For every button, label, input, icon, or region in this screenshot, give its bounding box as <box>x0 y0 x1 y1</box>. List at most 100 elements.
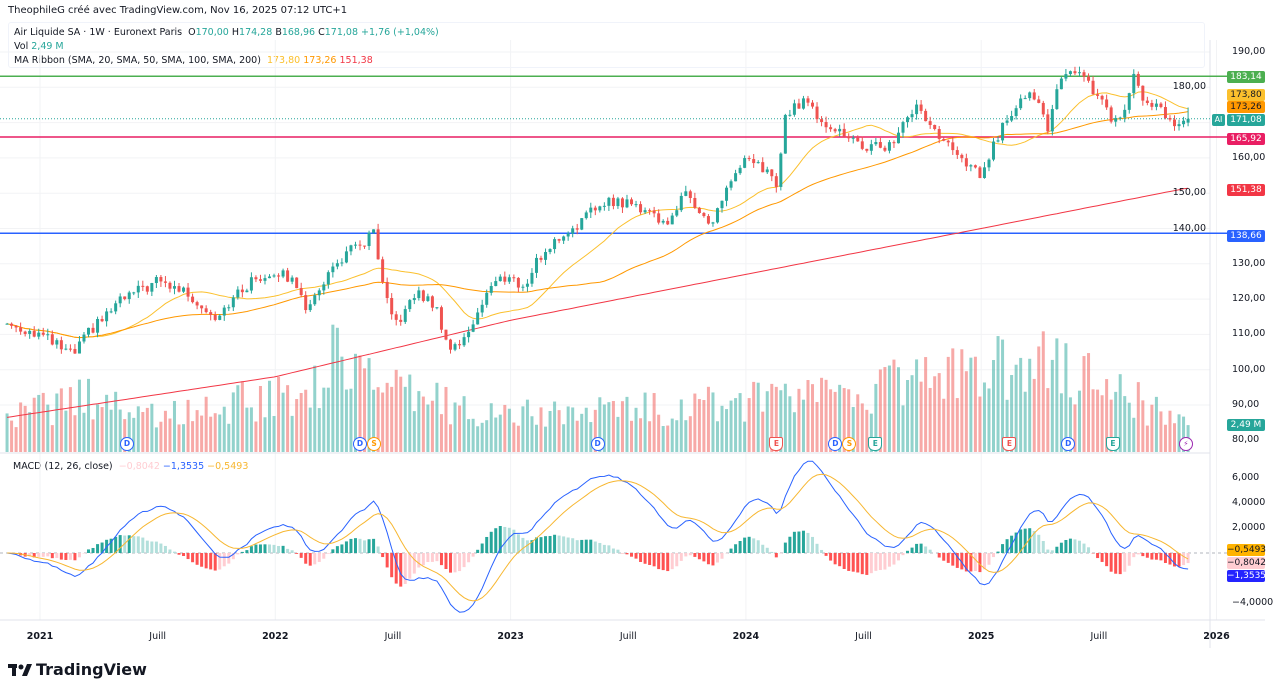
volume-bar <box>1077 390 1081 452</box>
macd-histogram-bar <box>426 553 430 562</box>
candle-body <box>1114 117 1118 122</box>
macd-histogram-bar <box>231 553 235 560</box>
macd-histogram-bar <box>643 553 647 564</box>
macd-histogram-bar <box>204 553 208 569</box>
volume-bar <box>381 392 385 452</box>
macd-histogram-bar <box>937 553 941 558</box>
ai-badge[interactable]: AI <box>1212 114 1225 126</box>
volume-bar <box>697 399 701 452</box>
macd-histogram-bar <box>349 538 353 553</box>
candle-body <box>516 277 520 288</box>
macd-histogram-bar <box>1050 550 1054 553</box>
candle-body <box>1145 100 1149 103</box>
macd-histogram-bar <box>304 553 308 564</box>
volume-bar <box>996 336 1000 452</box>
dividend-marker[interactable]: D <box>590 437 605 451</box>
candle-body <box>340 262 344 264</box>
macd-histogram-bar <box>127 535 131 553</box>
macd-histogram-bar <box>706 553 710 565</box>
volume-bar <box>946 356 950 452</box>
macd-histogram-bar <box>444 553 448 569</box>
macd-histogram-bar <box>557 535 561 553</box>
volume-bar <box>987 388 991 452</box>
volume-legend[interactable]: Vol 2,49 M <box>14 41 64 52</box>
macd-histogram-bar <box>240 551 244 553</box>
macd-histogram-bar <box>50 553 54 559</box>
macd-histogram-bar <box>892 553 896 565</box>
macd-histogram-bar <box>59 553 63 560</box>
volume-bar <box>1114 391 1118 452</box>
earnings-marker[interactable]: E <box>1002 437 1017 451</box>
macd-histogram-bar <box>625 553 629 555</box>
volume-bar <box>10 420 14 452</box>
split-marker[interactable]: S <box>367 437 382 451</box>
volume-bar <box>263 417 267 452</box>
earnings-marker[interactable]: E <box>868 437 883 451</box>
volume-bar <box>163 410 167 452</box>
candle-body <box>14 325 18 328</box>
macd-signal-badge: −0,5493 <box>1227 544 1267 556</box>
macd-histogram-bar <box>865 553 869 575</box>
symbol-title[interactable]: Air Liquide SA · 1W · Euronext Paris <box>14 27 183 38</box>
dividend-marker[interactable]: D <box>353 437 367 451</box>
dividend-marker[interactable]: D <box>828 437 843 451</box>
candle-body <box>105 311 109 322</box>
candle-body <box>534 257 538 273</box>
macd-histogram-bar <box>1096 553 1100 559</box>
macd-histogram-bar <box>534 537 538 553</box>
ma50-line <box>6 111 1189 339</box>
ma-ribbon-legend[interactable]: MA Ribbon (SMA, 20, SMA, 50, SMA, 100, S… <box>14 55 373 66</box>
macd-legend[interactable]: MACD (12, 26, close) −0,8042 −1,3535 −0,… <box>13 461 248 472</box>
candle-body <box>118 296 122 304</box>
volume-bar <box>376 387 380 452</box>
volume-bar <box>575 420 579 452</box>
volume-bar <box>77 379 81 452</box>
volume-bar <box>340 356 344 452</box>
tradingview-logo[interactable]: TradingView <box>8 660 147 679</box>
macd-histogram-bar <box>471 553 475 557</box>
macd-histogram-bar <box>1019 529 1023 553</box>
candle-body <box>426 296 430 301</box>
volume-bar <box>476 426 480 452</box>
candle-body <box>761 162 765 173</box>
macd-histogram-bar <box>566 537 570 553</box>
candle-body <box>50 334 54 345</box>
macd-histogram-bar <box>512 529 516 553</box>
candle-body <box>779 153 783 187</box>
candle-body <box>883 147 887 151</box>
macd-histogram-bar <box>697 553 701 560</box>
volume-bar <box>534 424 538 452</box>
dividend-marker[interactable]: D <box>1061 437 1076 451</box>
split-marker[interactable]: S <box>842 437 857 451</box>
macd-histogram-bar <box>254 544 258 553</box>
macd-histogram-bar <box>978 553 982 573</box>
macd-histogram-bar <box>571 538 575 553</box>
macd-histogram-bar <box>878 553 882 571</box>
candle-body <box>227 307 231 309</box>
volume-bar <box>919 381 923 452</box>
candle-body <box>697 207 701 213</box>
volume-bar <box>525 399 529 452</box>
earnings-marker[interactable]: E <box>769 437 784 451</box>
volume-bar <box>114 391 118 452</box>
candle-body <box>304 295 308 311</box>
macd-histogram-bar <box>887 553 891 567</box>
earnings-marker[interactable]: E <box>1105 437 1120 451</box>
ma50-value: 173,26 <box>303 55 337 66</box>
dividend-marker[interactable]: D <box>120 437 135 451</box>
macd-histogram-bar <box>838 553 842 567</box>
macd-histogram-bar <box>946 553 950 563</box>
macd-histogram-bar <box>792 531 796 553</box>
candle-body <box>462 337 466 346</box>
candle-body <box>222 307 226 316</box>
macd-signal-line <box>7 473 1189 602</box>
change-value: +1,76 (+1,04%) <box>361 27 439 38</box>
latest-event-marker[interactable]: ⚡ <box>1178 437 1193 451</box>
volume-bar <box>408 374 412 452</box>
candle-body <box>611 197 615 207</box>
macd-histogram-bar <box>874 553 878 571</box>
volume-bar <box>390 386 394 452</box>
volume-badge: 2,49 M <box>1227 419 1265 431</box>
volume-bar <box>792 412 796 452</box>
